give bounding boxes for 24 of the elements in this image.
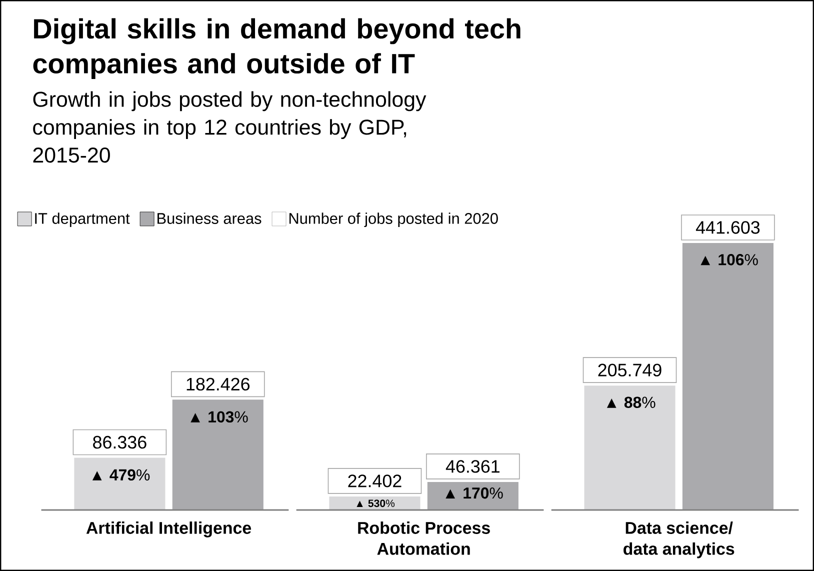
data-label: 22.402 (348, 474, 402, 488)
x-tick-label: Artificial Intelligence (86, 522, 252, 538)
data-label: 182.426 (186, 378, 250, 391)
annotation: ▲ 88% (606, 396, 656, 408)
legend-label: Business areas (158, 212, 262, 224)
chart-subtitle: Growth in jobs posted by non-technology companies in top 12 countries by GDP, 2015-20 (33, 91, 426, 163)
annotation: ▲ 103% (190, 411, 248, 423)
bar (682, 242, 774, 510)
annotation: ▲ 479% (92, 469, 150, 481)
annotation: ▲ 106% (700, 254, 758, 266)
data-label: 46.361 (446, 460, 500, 473)
bar (74, 458, 166, 510)
annotation: ▲ 530% (356, 500, 395, 508)
x-tick-label: Robotic Process Automation (358, 522, 490, 555)
annotation: ▲ 170% (446, 487, 503, 499)
bar (172, 400, 264, 510)
chart-title: Digital skills in demand beyond tech companies and outside of IT (33, 18, 520, 80)
text: Number of jobs posted in 2020 (289, 212, 498, 228)
data-label: 86.336 (93, 436, 146, 449)
bar (584, 386, 676, 510)
data-label: 441.603 (696, 221, 760, 234)
legend-label: IT department (35, 212, 130, 228)
data-label: 205.749 (598, 364, 662, 376)
x-tick-label: Data science/ data analytics (624, 522, 734, 558)
